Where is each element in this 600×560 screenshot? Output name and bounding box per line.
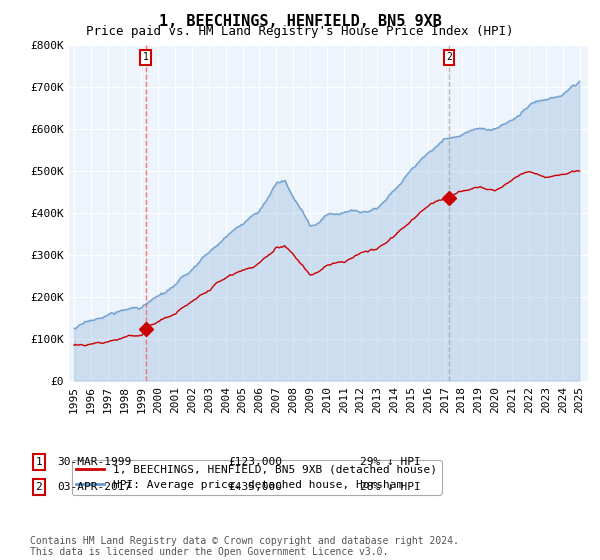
Text: 30-MAR-1999: 30-MAR-1999 <box>57 457 131 467</box>
Legend: 1, BEECHINGS, HENFIELD, BN5 9XB (detached house), HPI: Average price, detached h: 1, BEECHINGS, HENFIELD, BN5 9XB (detache… <box>72 460 442 494</box>
Text: 28% ↓ HPI: 28% ↓ HPI <box>360 482 421 492</box>
Text: 2: 2 <box>446 53 452 62</box>
Text: 2: 2 <box>35 482 43 492</box>
Text: 03-APR-2017: 03-APR-2017 <box>57 482 131 492</box>
Text: Contains HM Land Registry data © Crown copyright and database right 2024.
This d: Contains HM Land Registry data © Crown c… <box>30 535 459 557</box>
Text: £123,000: £123,000 <box>228 457 282 467</box>
Text: 29% ↓ HPI: 29% ↓ HPI <box>360 457 421 467</box>
Text: Price paid vs. HM Land Registry's House Price Index (HPI): Price paid vs. HM Land Registry's House … <box>86 25 514 38</box>
Text: 1: 1 <box>143 53 148 62</box>
Text: £435,000: £435,000 <box>228 482 282 492</box>
Text: 1: 1 <box>35 457 43 467</box>
Text: 1, BEECHINGS, HENFIELD, BN5 9XB: 1, BEECHINGS, HENFIELD, BN5 9XB <box>158 14 442 29</box>
